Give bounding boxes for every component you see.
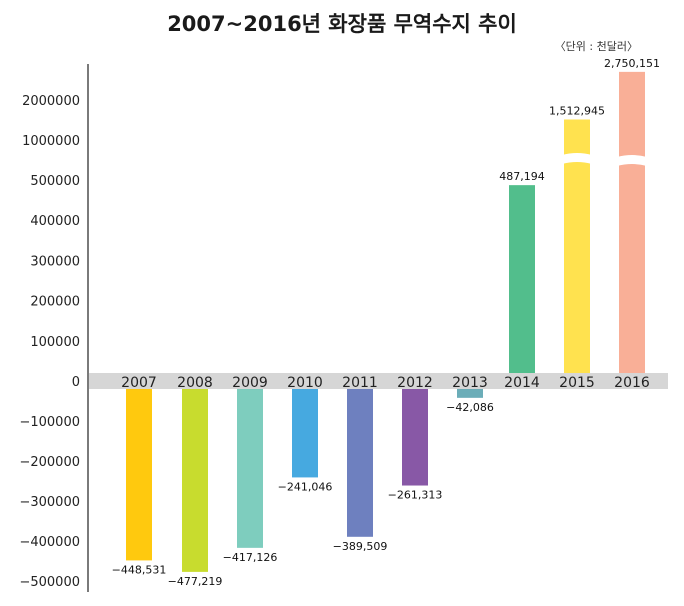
axis-break-mark	[617, 155, 647, 166]
y-tick-label: 0	[72, 375, 80, 390]
data-label-2009: −417,126	[223, 551, 278, 564]
y-tick-label: −100000	[19, 415, 80, 430]
y-tick-label: 300000	[30, 254, 80, 269]
data-label-2010: −241,046	[278, 480, 333, 493]
y-tick-label: 200000	[30, 295, 80, 310]
category-label-2008: 2008	[177, 375, 213, 391]
unit-note: 〈단위 : 천달러〉	[554, 40, 638, 53]
data-label-2007: −448,531	[112, 563, 167, 576]
category-label-2013: 2013	[452, 375, 488, 391]
y-tick-label: −300000	[19, 495, 80, 510]
category-label-2012: 2012	[397, 375, 433, 391]
data-label-2015: 1,512,945	[549, 104, 605, 117]
data-label-2014: 487,194	[499, 170, 545, 183]
y-tick-label: 100000	[30, 335, 80, 350]
chart-title: 2007~2016년 화장품 무역수지 추이	[167, 12, 517, 36]
y-tick-label: −400000	[19, 535, 80, 550]
data-label-2008: −477,219	[168, 575, 223, 588]
bar-2013	[457, 389, 483, 398]
zero-band	[89, 373, 668, 389]
data-label-2011: −389,509	[333, 540, 388, 553]
bar-2010	[292, 389, 318, 478]
y-tick-label: 1000000	[22, 134, 80, 149]
y-tick-label: 2000000	[22, 94, 80, 109]
y-tick-label: −500000	[19, 575, 80, 590]
category-label-2009: 2009	[232, 375, 268, 391]
category-label-2015: 2015	[559, 375, 595, 391]
category-label-2016: 2016	[614, 375, 650, 391]
bar-2014	[509, 185, 535, 373]
bar-2012	[402, 389, 428, 486]
category-label-2007: 2007	[121, 375, 157, 391]
bar-2008	[182, 389, 208, 572]
bar-2009	[237, 389, 263, 548]
category-label-2014: 2014	[504, 375, 540, 391]
axis-break-mark	[562, 153, 592, 164]
y-tick-label: 500000	[30, 174, 80, 189]
category-label-2011: 2011	[342, 375, 378, 391]
y-tick-label: 400000	[30, 214, 80, 229]
data-label-2012: −261,313	[388, 489, 443, 502]
data-label-2013: −42,086	[446, 401, 494, 414]
bar-2016	[619, 71, 645, 374]
bar-2011	[347, 389, 373, 537]
data-label-2016: 2,750,151	[604, 57, 660, 70]
category-label-2010: 2010	[287, 375, 323, 391]
bar-2007	[126, 389, 152, 561]
y-tick-label: −200000	[19, 455, 80, 470]
